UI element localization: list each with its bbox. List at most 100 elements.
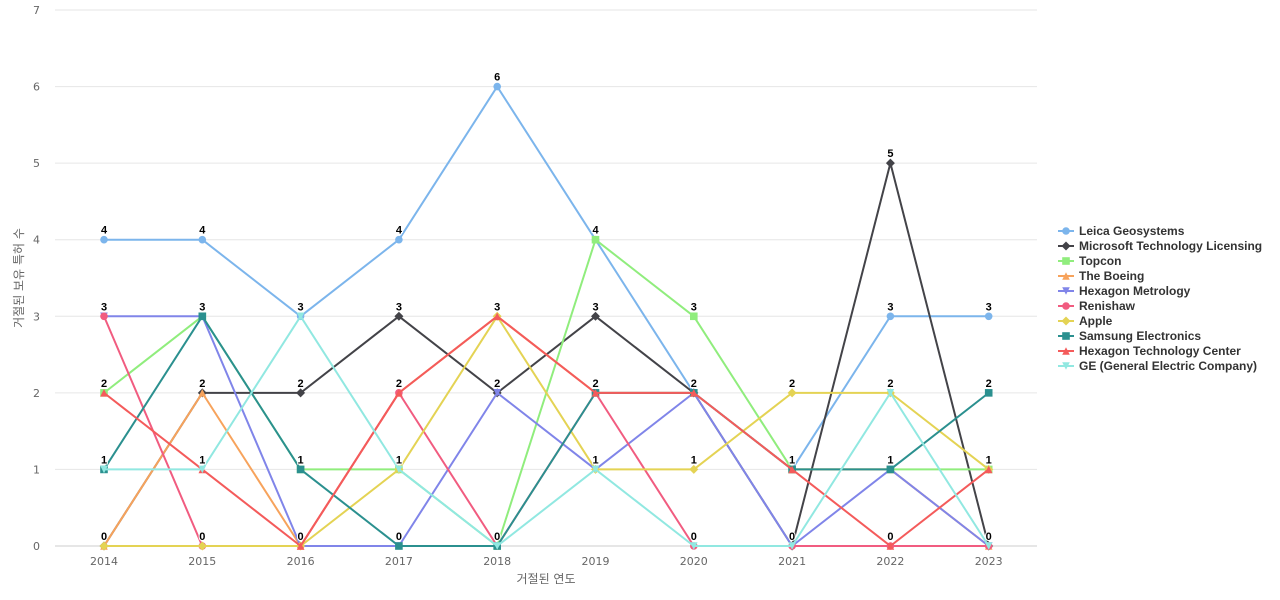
series-line[interactable] [104, 85, 989, 471]
legend-label: Apple [1079, 314, 1113, 328]
legend-item[interactable]: Hexagon Technology Center [1058, 344, 1241, 358]
data-label: 4 [396, 225, 403, 237]
data-point-marker[interactable] [493, 312, 501, 321]
data-point-marker [1062, 362, 1070, 370]
x-tick-label: 2017 [385, 555, 413, 568]
data-label: 3 [101, 301, 107, 313]
data-point-marker[interactable] [100, 312, 108, 321]
data-point-marker[interactable] [198, 312, 207, 321]
series-lines [99, 82, 994, 551]
data-label: 3 [298, 301, 304, 313]
data-point-marker[interactable] [689, 464, 699, 474]
data-label: 1 [101, 454, 107, 466]
data-point-marker[interactable] [394, 311, 404, 321]
y-tick-label: 0 [33, 540, 40, 553]
data-label: 3 [691, 301, 697, 313]
series-line[interactable] [104, 315, 990, 547]
data-label: 1 [592, 454, 598, 466]
legend-label: Hexagon Technology Center [1079, 344, 1241, 358]
legend-label: Microsoft Technology Licensing [1079, 239, 1262, 253]
y-tick-label: 6 [33, 81, 40, 94]
legend-item[interactable]: Microsoft Technology Licensing [1058, 239, 1262, 253]
data-point-marker[interactable] [591, 389, 600, 397]
data-point-marker[interactable] [591, 235, 600, 244]
data-point-marker[interactable] [296, 542, 305, 550]
x-tick-label: 2019 [582, 555, 610, 568]
data-point-marker[interactable] [984, 312, 993, 321]
data-point-marker[interactable] [886, 542, 895, 550]
data-point-marker[interactable] [984, 465, 993, 474]
data-point-marker[interactable] [984, 389, 993, 397]
data-point-marker[interactable] [395, 542, 403, 550]
data-label: 1 [199, 454, 205, 466]
legend-item[interactable]: Apple [1058, 314, 1113, 328]
legend-item[interactable]: Topcon [1058, 254, 1121, 268]
data-point-marker[interactable] [886, 465, 895, 474]
legend-label: The Boeing [1079, 269, 1144, 283]
data-label: 0 [789, 531, 795, 543]
data-point-marker[interactable] [690, 389, 698, 397]
series-line[interactable] [104, 315, 990, 547]
data-point-marker[interactable] [787, 388, 797, 398]
x-tick-label: 2020 [680, 555, 708, 568]
series-ge-general-electric-company[interactable] [100, 312, 993, 550]
legend-item[interactable]: Samsung Electronics [1058, 329, 1201, 343]
data-label: 5 [887, 148, 893, 160]
data-point-marker[interactable] [296, 465, 305, 474]
data-point-marker[interactable] [395, 389, 403, 397]
data-label: 2 [396, 378, 402, 390]
data-point-marker [1061, 316, 1071, 326]
x-tick-label: 2022 [876, 555, 904, 568]
data-label: 4 [199, 225, 206, 237]
series-line[interactable] [104, 315, 990, 547]
legend-item[interactable]: Renishaw [1058, 299, 1136, 313]
data-point-marker[interactable] [493, 82, 502, 91]
data-label: 1 [691, 454, 697, 466]
data-point-marker[interactable] [100, 389, 108, 397]
data-point-marker[interactable] [198, 235, 207, 244]
data-label: 2 [691, 378, 697, 390]
data-label: 0 [101, 531, 107, 543]
data-point-marker [1062, 272, 1070, 280]
data-point-marker[interactable] [591, 465, 600, 474]
data-point-marker[interactable] [984, 542, 993, 550]
legend-item[interactable]: GE (General Electric Company) [1058, 359, 1257, 373]
data-point-marker[interactable] [885, 158, 895, 168]
data-point-marker[interactable] [690, 542, 698, 550]
data-point-marker[interactable] [100, 465, 108, 474]
data-label: 3 [199, 301, 205, 313]
data-point-marker[interactable] [395, 465, 403, 474]
legend-item[interactable]: The Boeing [1058, 269, 1144, 283]
data-point-marker[interactable] [296, 388, 306, 398]
data-point-marker[interactable] [100, 235, 108, 244]
data-point-marker[interactable] [788, 465, 796, 474]
x-tick-label: 2018 [483, 555, 511, 568]
data-label: 0 [494, 531, 500, 543]
data-point-marker[interactable] [99, 541, 109, 551]
series-hexagon-technology-center[interactable] [100, 312, 993, 550]
series-leica-geosystems[interactable] [100, 82, 993, 474]
x-tick-label: 2023 [975, 555, 1003, 568]
legend-item[interactable]: Leica Geosystems [1058, 224, 1185, 238]
data-label: 1 [887, 454, 893, 466]
data-point-marker[interactable] [198, 465, 207, 474]
data-label: 4 [101, 225, 108, 237]
data-point-marker[interactable] [296, 312, 305, 321]
data-point-marker[interactable] [591, 311, 600, 321]
data-label: 2 [199, 378, 205, 390]
data-point-marker[interactable] [395, 235, 403, 244]
legend-item[interactable]: Hexagon Metrology [1058, 284, 1191, 298]
data-point-marker[interactable] [197, 541, 207, 551]
series-line[interactable] [103, 315, 990, 547]
data-point-marker[interactable] [788, 542, 796, 550]
data-point-marker[interactable] [886, 389, 895, 397]
data-label: 0 [691, 531, 697, 543]
data-point-marker[interactable] [198, 389, 207, 397]
data-point-marker[interactable] [690, 312, 698, 321]
series-hexagon-metrology[interactable] [100, 312, 993, 550]
data-label: 0 [887, 531, 893, 543]
data-point-marker[interactable] [493, 542, 501, 550]
data-point-marker[interactable] [493, 389, 501, 397]
data-point-marker[interactable] [886, 312, 895, 321]
